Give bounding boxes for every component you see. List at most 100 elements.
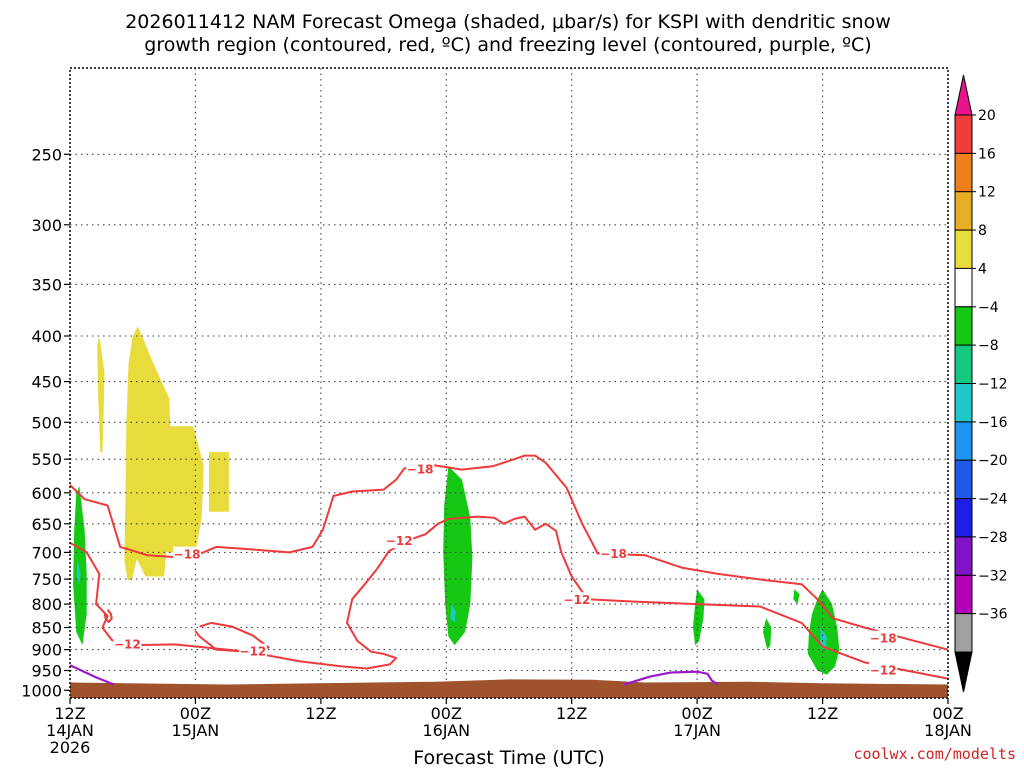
plot-frame — [69, 67, 949, 699]
x-tick-label: 12Z — [54, 704, 85, 723]
x-tick-label: 00Z — [431, 704, 462, 723]
colorbar-segment — [954, 114, 973, 154]
y-tick-label: 450 — [31, 373, 62, 392]
x-tick-label: 12Z — [305, 704, 336, 723]
colorbar-level-label: −32 — [978, 568, 1008, 584]
colorbar-level-label: −4 — [978, 300, 999, 316]
chart-title-line1: 2026011412 NAM Forecast Omega (shaded, μ… — [125, 11, 891, 33]
red-contour-label: −18 — [174, 548, 201, 562]
colorbar-level-label: −36 — [978, 607, 1008, 623]
colorbar-segment — [954, 459, 973, 500]
red-contour-label: −18 — [407, 463, 434, 477]
omega-region-3 — [73, 486, 87, 646]
grid-lines — [70, 68, 948, 698]
contour-label-bg — [562, 592, 591, 608]
x-tick-label: 12Z — [807, 704, 838, 723]
red-contour-label: −18 — [600, 547, 627, 561]
y-tick-label: 800 — [31, 595, 62, 614]
colorbar-segment — [954, 152, 973, 193]
omega-region-5 — [443, 466, 473, 646]
colorbar-level-label: 12 — [978, 185, 996, 201]
colorbar-segment — [954, 421, 973, 461]
omega-region-11 — [820, 627, 827, 650]
colorbar-level-label: −16 — [978, 415, 1008, 431]
omega-region-8 — [763, 618, 772, 650]
y-axis-ticks: 250 300 350 400 450 500 550 600 650 700 750 800 850 9… — [21, 145, 70, 700]
colorbar-level-label: −28 — [978, 530, 1008, 546]
x-tick-label: 2026 — [50, 738, 91, 757]
omega-region-4 — [76, 557, 81, 585]
colorbar-segment — [954, 344, 973, 385]
y-tick-label: 700 — [31, 543, 62, 562]
omega-region-7 — [693, 589, 705, 646]
colorbar-level-label: −8 — [978, 338, 999, 354]
red-contour-label: −12 — [114, 637, 141, 651]
x-tick-label: 00Z — [932, 704, 963, 723]
contour-label-bg — [238, 643, 267, 659]
red-contour-label: −12 — [870, 664, 897, 678]
colorbar-segment — [954, 498, 973, 538]
colorbar-level-label: −24 — [978, 492, 1008, 508]
red-contour-label: −12 — [386, 534, 413, 548]
x-tick-label: 00Z — [681, 704, 712, 723]
y-tick-label: 650 — [31, 515, 62, 534]
colorbar: 20 16 12 8 4 −4 −8 −12 −16 −20 −24 −28 −32 −36 — [954, 74, 1008, 693]
colorbar-level-label: 16 — [978, 146, 996, 162]
x-tick-label: 15JAN — [172, 721, 220, 740]
colorbar-level-label: −12 — [978, 377, 1008, 393]
freezing-level-1 — [623, 670, 719, 686]
colorbar-segment — [954, 613, 973, 653]
x-axis-label: Forecast Time (UTC) — [413, 747, 604, 768]
red-contour-label: −12 — [240, 645, 267, 659]
omega-region-0 — [97, 336, 105, 453]
red-contour-label: −12 — [564, 593, 591, 607]
x-tick-label: 17JAN — [673, 721, 721, 740]
contour-label-bg — [173, 546, 202, 562]
colorbar-segment — [954, 191, 973, 231]
y-tick-label: 500 — [31, 413, 62, 432]
contour-label-bg — [869, 630, 898, 646]
x-tick-label: 18JAN — [924, 721, 972, 740]
x-tick-label: 16JAN — [422, 721, 470, 740]
x-tick-label: 00Z — [180, 704, 211, 723]
omega-region-1 — [124, 326, 204, 581]
freezing-level-contours — [70, 664, 719, 686]
y-tick-label: 850 — [31, 619, 62, 638]
contour-label-bg — [113, 636, 142, 652]
x-tick-label: 12Z — [556, 704, 587, 723]
y-tick-label: 600 — [31, 484, 62, 503]
omega-shading — [73, 326, 840, 675]
credit-text: coolwx.com/modelts — [853, 745, 1016, 763]
contour-label-bg — [406, 461, 435, 477]
x-tick-label: 14JAN — [46, 721, 94, 740]
colorbar-level-label: −20 — [978, 453, 1008, 469]
y-tick-label: 1000 — [21, 681, 62, 700]
y-tick-label: 900 — [31, 641, 62, 660]
contour-label-bg — [599, 546, 628, 562]
red-contour-label: −18 — [870, 632, 897, 646]
colorbar-level-label: 8 — [978, 223, 987, 239]
colorbar-level-label: 4 — [978, 261, 987, 277]
contour-label-bg — [869, 662, 898, 678]
y-tick-label: 750 — [31, 570, 62, 589]
colorbar-segment — [954, 536, 973, 576]
y-tick-label: 250 — [31, 145, 62, 164]
red-contour-2 — [103, 609, 113, 623]
colorbar-segment — [954, 306, 973, 346]
colorbar-segment — [954, 383, 973, 423]
colorbar-top-arrow — [954, 74, 973, 116]
contour-label-bg — [385, 533, 414, 549]
freezing-level-0 — [70, 664, 115, 686]
red-contour-3 — [194, 621, 270, 653]
colorbar-bottom-arrow — [954, 651, 973, 693]
y-tick-label: 550 — [31, 450, 62, 469]
colorbar-segment — [954, 229, 973, 270]
ground-surface — [70, 679, 948, 698]
colorbar-segment — [954, 267, 973, 308]
y-tick-label: 350 — [31, 275, 62, 294]
y-tick-label: 400 — [31, 327, 62, 346]
y-tick-label: 950 — [31, 662, 62, 681]
omega-region-9 — [793, 589, 800, 605]
